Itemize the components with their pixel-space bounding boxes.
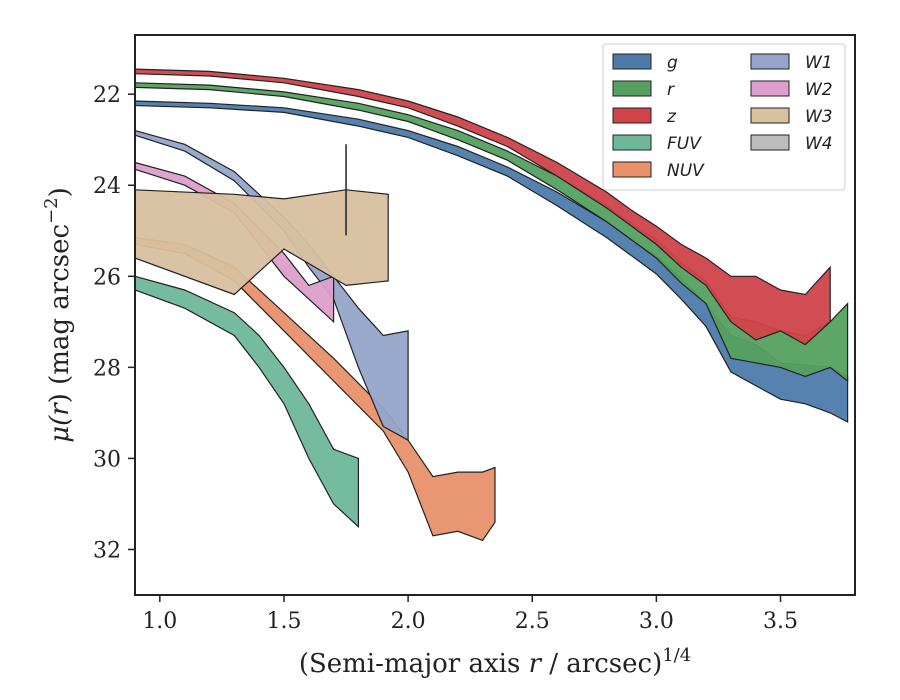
legend-label-W1: W1 xyxy=(805,53,833,73)
x-axis-title-tail: / arcsec) xyxy=(541,649,662,679)
y-axis-title-var: r xyxy=(45,402,75,416)
y-axis: 22 24 26 28 30 32 xyxy=(93,83,135,563)
y-axis-title-main: μ( xyxy=(45,415,75,443)
y-axis-title: μ(r) (mag arcsec−2) xyxy=(41,187,75,443)
band-z xyxy=(134,68,831,346)
y-tick-label: 24 xyxy=(93,174,121,199)
legend-swatch-W1 xyxy=(750,53,790,70)
band-W3 xyxy=(134,189,389,296)
y-axis-title-tail: ) (mag arcsec xyxy=(45,224,75,403)
band-g xyxy=(134,100,849,423)
legend-label-z: z xyxy=(666,107,677,127)
y-tick-label: 26 xyxy=(93,265,121,290)
legend-swatch-r xyxy=(612,80,652,97)
x-axis: 1.0 1.5 2.0 2.5 3.0 3.5 xyxy=(142,595,798,634)
x-axis-title-var: r xyxy=(529,649,543,679)
y-axis-title-sup: −2 xyxy=(41,197,62,224)
y-axis-title-close: ) xyxy=(45,187,75,197)
x-tick-label: 1.0 xyxy=(142,609,177,634)
legend-label-g: g xyxy=(667,53,678,73)
legend-swatch-NUV xyxy=(612,161,652,178)
legend-label-NUV: NUV xyxy=(667,161,705,181)
legend-label-FUV: FUV xyxy=(667,134,702,154)
y-tick-label: 22 xyxy=(93,83,121,108)
x-tick-label: 2.0 xyxy=(391,609,426,634)
legend-label-W2: W2 xyxy=(805,80,833,100)
band-fills xyxy=(134,68,849,542)
legend-swatch-W3 xyxy=(750,107,790,124)
x-tick-label: 2.5 xyxy=(515,609,550,634)
band-NUV xyxy=(134,236,496,542)
y-tick-label: 30 xyxy=(93,447,121,472)
legend-label-W4: W4 xyxy=(805,134,833,154)
y-tick-label: 28 xyxy=(93,356,121,381)
x-tick-label: 1.5 xyxy=(266,609,301,634)
band-FUV xyxy=(134,275,359,529)
legend-label-W3: W3 xyxy=(805,107,833,127)
x-axis-title-main: (Semi-major axis xyxy=(299,649,529,679)
x-tick-label: 3.0 xyxy=(639,609,674,634)
legend-swatch-z xyxy=(612,107,652,124)
legend-swatch-W2 xyxy=(750,80,790,97)
legend-label-r: r xyxy=(667,80,675,100)
legend-swatch-W4 xyxy=(750,134,790,151)
x-axis-title: (Semi-major axis r / arcsec)1/4 xyxy=(299,645,691,679)
y-tick-label: 32 xyxy=(93,538,121,563)
x-axis-title-sup: 1/4 xyxy=(662,645,691,666)
legend-swatch-FUV xyxy=(612,134,652,151)
band-r xyxy=(134,82,849,383)
legend: grz FUV NUV W1 W2 W3 W4 xyxy=(602,43,846,191)
legend-swatch-g xyxy=(612,53,652,70)
plot-frame xyxy=(134,34,856,596)
x-tick-label: 3.5 xyxy=(763,609,798,634)
